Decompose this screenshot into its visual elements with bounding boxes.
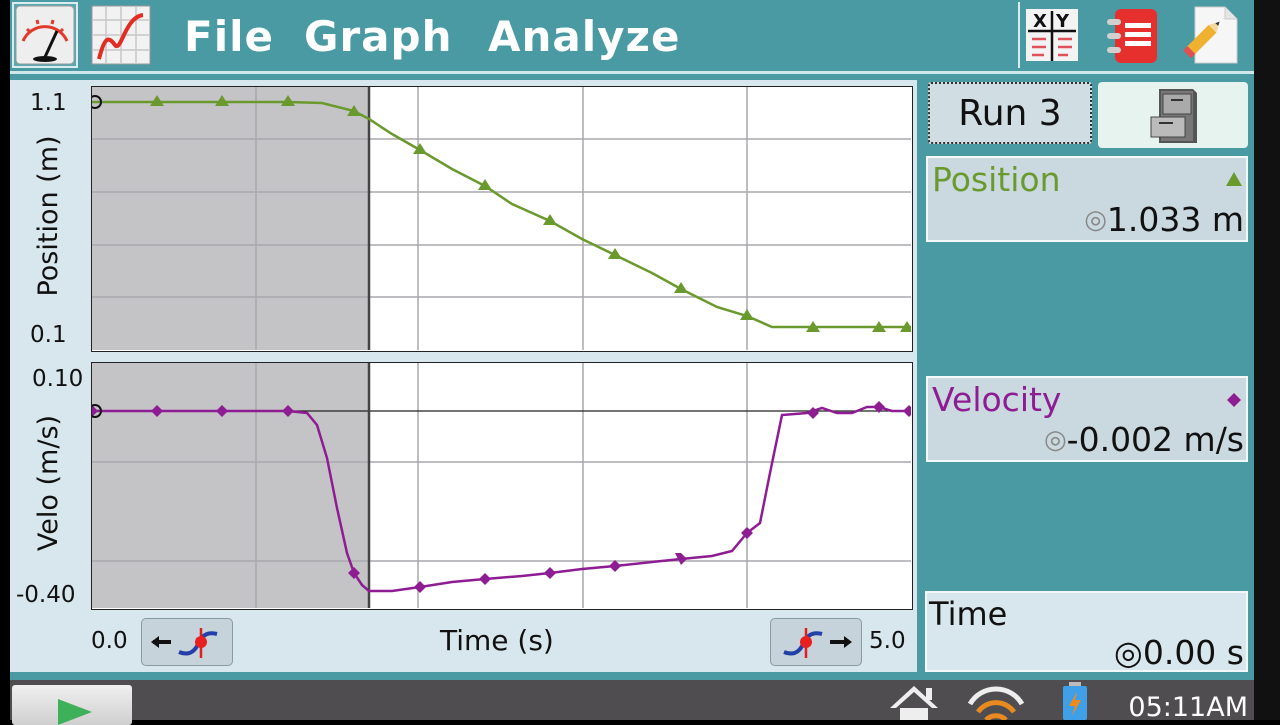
- selection-region: [92, 363, 369, 608]
- run-selector-button[interactable]: Run 3: [928, 82, 1092, 144]
- velocity-graph[interactable]: [91, 362, 913, 610]
- home-icon[interactable]: [886, 682, 942, 720]
- menu-file[interactable]: File: [184, 12, 274, 61]
- collect-button[interactable]: [12, 685, 132, 725]
- taskbar: 05:11AM: [10, 680, 1254, 725]
- velocity-y-min: -0.40: [16, 582, 76, 608]
- graph-view-button[interactable]: [88, 2, 154, 68]
- velocity-axis-label: Velo (m/s): [33, 414, 64, 552]
- velocity-y-max: 0.10: [32, 366, 84, 392]
- velocity-meter[interactable]: Velocity ◎-0.002 m/s: [926, 376, 1248, 462]
- position-axis-label: Position (m): [33, 135, 64, 297]
- velocity-meter-value: -0.002 m/s: [1066, 420, 1244, 459]
- graph-panel: 1.1 0.1 Position (m): [10, 80, 917, 672]
- target-icon: ◎: [1114, 633, 1143, 672]
- position-y-min: 0.1: [30, 322, 67, 348]
- position-y-max: 1.1: [30, 90, 67, 116]
- triangle-marker-icon: [1226, 172, 1242, 186]
- meter-gauge-icon: [15, 5, 75, 65]
- target-icon: ◎: [1043, 425, 1067, 455]
- time-meter-value: 0.00 s: [1142, 633, 1244, 672]
- notes-button[interactable]: [1178, 2, 1244, 68]
- screen-edge: [1254, 0, 1280, 720]
- position-meter[interactable]: Position ◎1.033 m: [926, 156, 1248, 242]
- menu-graph[interactable]: Graph: [304, 12, 453, 61]
- menu-bar-divider: [10, 71, 1254, 74]
- x-axis-min: 0.0: [91, 628, 128, 654]
- menu-bar: File Graph Analyze X Y: [10, 0, 1254, 74]
- menu-analyze[interactable]: Analyze: [488, 12, 681, 61]
- clock: 05:11AM: [1128, 692, 1248, 723]
- wifi-icon[interactable]: [966, 686, 1026, 720]
- svg-text:Y: Y: [1055, 11, 1070, 32]
- notebook-icon: [1107, 9, 1157, 63]
- battery-charging-icon: [1063, 682, 1087, 720]
- velocity-plot-svg: [92, 363, 911, 608]
- diamond-marker-icon: [1227, 393, 1241, 407]
- table-xy-icon: X Y: [1026, 9, 1078, 61]
- meter-view-button[interactable]: [12, 2, 78, 68]
- position-graph[interactable]: [91, 86, 913, 352]
- play-icon: [58, 699, 92, 725]
- notebook-button[interactable]: [1098, 2, 1164, 68]
- cursor-marker: [92, 404, 102, 418]
- scroll-left-icon: [151, 628, 218, 658]
- position-plot-svg: [92, 87, 911, 350]
- position-meter-label: Position: [932, 160, 1061, 199]
- position-meter-value-row: ◎1.033 m: [1084, 200, 1244, 239]
- position-meter-value: 1.033 m: [1106, 200, 1244, 239]
- time-meter[interactable]: Time ◎0.00 s: [925, 591, 1248, 672]
- scroll-left-button[interactable]: [141, 618, 233, 666]
- svg-text:X: X: [1033, 11, 1047, 32]
- velocity-meter-label: Velocity: [932, 380, 1062, 419]
- target-icon: ◎: [1084, 205, 1107, 235]
- scroll-right-button[interactable]: [770, 618, 862, 666]
- data-sets-button[interactable]: [1098, 82, 1248, 148]
- time-meter-value-row: ◎0.00 s: [1114, 633, 1244, 672]
- table-view-button[interactable]: X Y: [1018, 2, 1084, 68]
- velocity-meter-value-row: ◎-0.002 m/s: [1044, 420, 1244, 459]
- x-axis-label: Time (s): [440, 624, 554, 657]
- notes-pencil-icon: [1183, 6, 1238, 64]
- graph-icon: [91, 5, 151, 65]
- scroll-right-icon: [783, 628, 852, 658]
- file-cabinet-icon: [1150, 89, 1197, 143]
- side-panel: Run 3 Position ◎1.033 m Velocity ◎-0.002…: [925, 80, 1254, 672]
- cursor-marker: [92, 95, 102, 109]
- app-screen: File Graph Analyze X Y: [10, 0, 1254, 725]
- x-axis-max: 5.0: [869, 628, 906, 654]
- selection-region: [92, 87, 369, 350]
- time-meter-label: Time: [929, 595, 1008, 633]
